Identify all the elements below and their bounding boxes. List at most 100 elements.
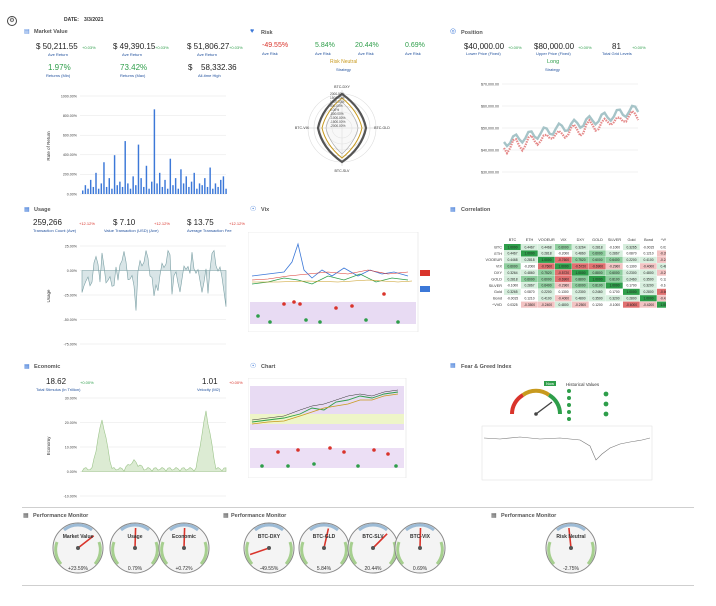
economic-area xyxy=(81,410,227,472)
market-value-bar xyxy=(156,183,158,194)
gauge-value: -49.55% xyxy=(259,566,279,572)
divider-bottom xyxy=(22,585,694,586)
pos-stat-1-value: $40,000.00 xyxy=(464,42,505,51)
corr-cell-value: 0.4800 xyxy=(558,303,568,307)
risk-stat-1-label: Ave Risk xyxy=(262,51,278,56)
corr-cell-value: 0.7520 xyxy=(575,258,585,262)
corr-cell xyxy=(640,301,657,308)
market-value-bar xyxy=(153,109,156,194)
gauge-name: Economic xyxy=(172,534,196,540)
corr-cell-value: 0.1700 xyxy=(609,290,619,294)
corr-cell-value: 1.0000 xyxy=(524,252,534,256)
corr-cell-value: 1.0000 xyxy=(541,258,551,262)
y-tick-label: 30.00% xyxy=(65,396,78,400)
position-series-a xyxy=(503,104,640,148)
position-icon: ◎ xyxy=(450,28,457,35)
corr-cell xyxy=(657,263,666,270)
corr-cell-value: 0.6400 xyxy=(609,258,619,262)
usage-stat-2-change: +12.12% xyxy=(154,221,170,226)
risk-stat-2-value: 5.84% xyxy=(315,42,335,49)
economic-title: Economic xyxy=(34,364,61,370)
corr-cell-value: 0.4860 xyxy=(524,271,534,275)
corr-cell xyxy=(555,263,572,270)
mv-returns-min-label: Returns (Min) xyxy=(46,73,71,78)
usage-area xyxy=(81,249,227,311)
corr-cell xyxy=(555,250,572,257)
econ-ylabel: Economy xyxy=(46,436,51,456)
mv-stat-3-change: +0.03% xyxy=(229,45,243,50)
y-tick-label: $70,000.00 xyxy=(481,82,499,86)
corr-cell xyxy=(589,295,606,302)
y-tick-label: 800.00% xyxy=(63,114,78,118)
corr-cell xyxy=(657,301,666,308)
corr-cell-value: 0.1210 xyxy=(643,252,653,256)
vix-chart xyxy=(248,232,430,332)
risk-tick-8: -2000.00% xyxy=(330,124,346,128)
usage-stat-3-change: +12.12% xyxy=(229,221,245,226)
y-tick-label: 1000.00% xyxy=(61,94,78,98)
corr-cell-value: 0.8100 xyxy=(609,277,619,281)
gauge-name: Market Value xyxy=(62,534,94,540)
corr-cell-value: -0.7600 xyxy=(541,265,552,269)
corr-cell-value: 1.0000 xyxy=(507,245,517,249)
y-tick-label: 400.00% xyxy=(63,153,78,157)
corr-cell xyxy=(657,269,666,276)
corr-cell-value: -0.0015 xyxy=(643,245,654,249)
corr-row-header: SILVER xyxy=(489,284,502,288)
mv-returns-max-value: 73.42% xyxy=(120,63,148,72)
y-tick-label: 200.00% xyxy=(63,173,78,177)
y-tick-label: -75.00% xyxy=(64,342,78,346)
corr-cell-value: -0.6900 xyxy=(592,265,603,269)
market-value-bar xyxy=(151,181,153,194)
gauge-needle xyxy=(249,547,270,556)
gauge-dial xyxy=(158,522,210,574)
market-value-bar xyxy=(135,185,137,194)
corr-cell-value: 0.3200 xyxy=(609,297,619,301)
y-tick-label: 0.00% xyxy=(67,192,78,196)
gauge-needle xyxy=(419,527,422,549)
corr-cell xyxy=(640,282,657,289)
corr-cell xyxy=(538,263,555,270)
gauge-name: BTC-DXY xyxy=(257,534,281,540)
corr-cell xyxy=(504,244,521,251)
price-chart xyxy=(248,378,407,478)
corr-cell-value: 0.2818 xyxy=(507,277,517,281)
market-value-bar xyxy=(212,188,214,194)
y-tick-label: 20.00% xyxy=(65,421,78,425)
risk-axis-btc-slv: BTC-SLV xyxy=(335,169,351,173)
corr-cell-value: 1.0000 xyxy=(592,277,602,281)
risk-stat-4-value: 0.69% xyxy=(405,42,425,49)
mv-stat-1-value: $ 50,211.55 xyxy=(36,42,78,51)
corr-cell xyxy=(572,282,589,289)
risk-tick-0: 2000.00% xyxy=(330,92,345,96)
risk-tick-2: 1000.00% xyxy=(330,100,345,104)
risk-tick-5: -500.00% xyxy=(330,112,344,116)
y-tick-label: $60,000.00 xyxy=(481,104,499,108)
corr-cell-value: -0.2400 xyxy=(660,258,666,262)
corr-cell-value: 0.4800 xyxy=(643,271,653,275)
market-value-bar xyxy=(172,185,174,194)
y-tick-label: 25.00% xyxy=(65,244,78,248)
corr-cell xyxy=(555,276,572,283)
fear-greed-now-badge: Now xyxy=(544,381,557,386)
corr-cell-value: 0.2200 xyxy=(541,290,551,294)
corr-cell-value: 0.4100 xyxy=(643,258,653,262)
pos-stat-2-label: Upper Price (Fixed) xyxy=(536,51,571,56)
mv-stat-3-label: Ave Return xyxy=(197,52,217,57)
corr-cell-value: 0.0325 xyxy=(507,303,517,307)
corr-cell xyxy=(538,301,555,308)
mv-stat-3-value: $ 51,806.27 xyxy=(187,42,230,51)
corr-cell xyxy=(504,301,521,308)
corr-cell xyxy=(572,269,589,276)
corr-cell xyxy=(657,256,666,263)
risk-stat-3-value: 20.44% xyxy=(355,42,379,49)
perf-3-title: Performance Monitor xyxy=(501,513,557,519)
risk-axis-btc-vix: BTC-VIX xyxy=(295,126,310,130)
market-value-bar xyxy=(111,188,113,194)
mv-ylabel: Rate of Return xyxy=(46,131,51,161)
corr-cell-value: -0.7600 xyxy=(558,258,569,262)
corr-cell xyxy=(572,250,589,257)
corr-cell-value: 0.1300 xyxy=(626,265,636,269)
fear-greed-icon: ▦ xyxy=(450,363,456,369)
corr-cell xyxy=(606,244,623,251)
